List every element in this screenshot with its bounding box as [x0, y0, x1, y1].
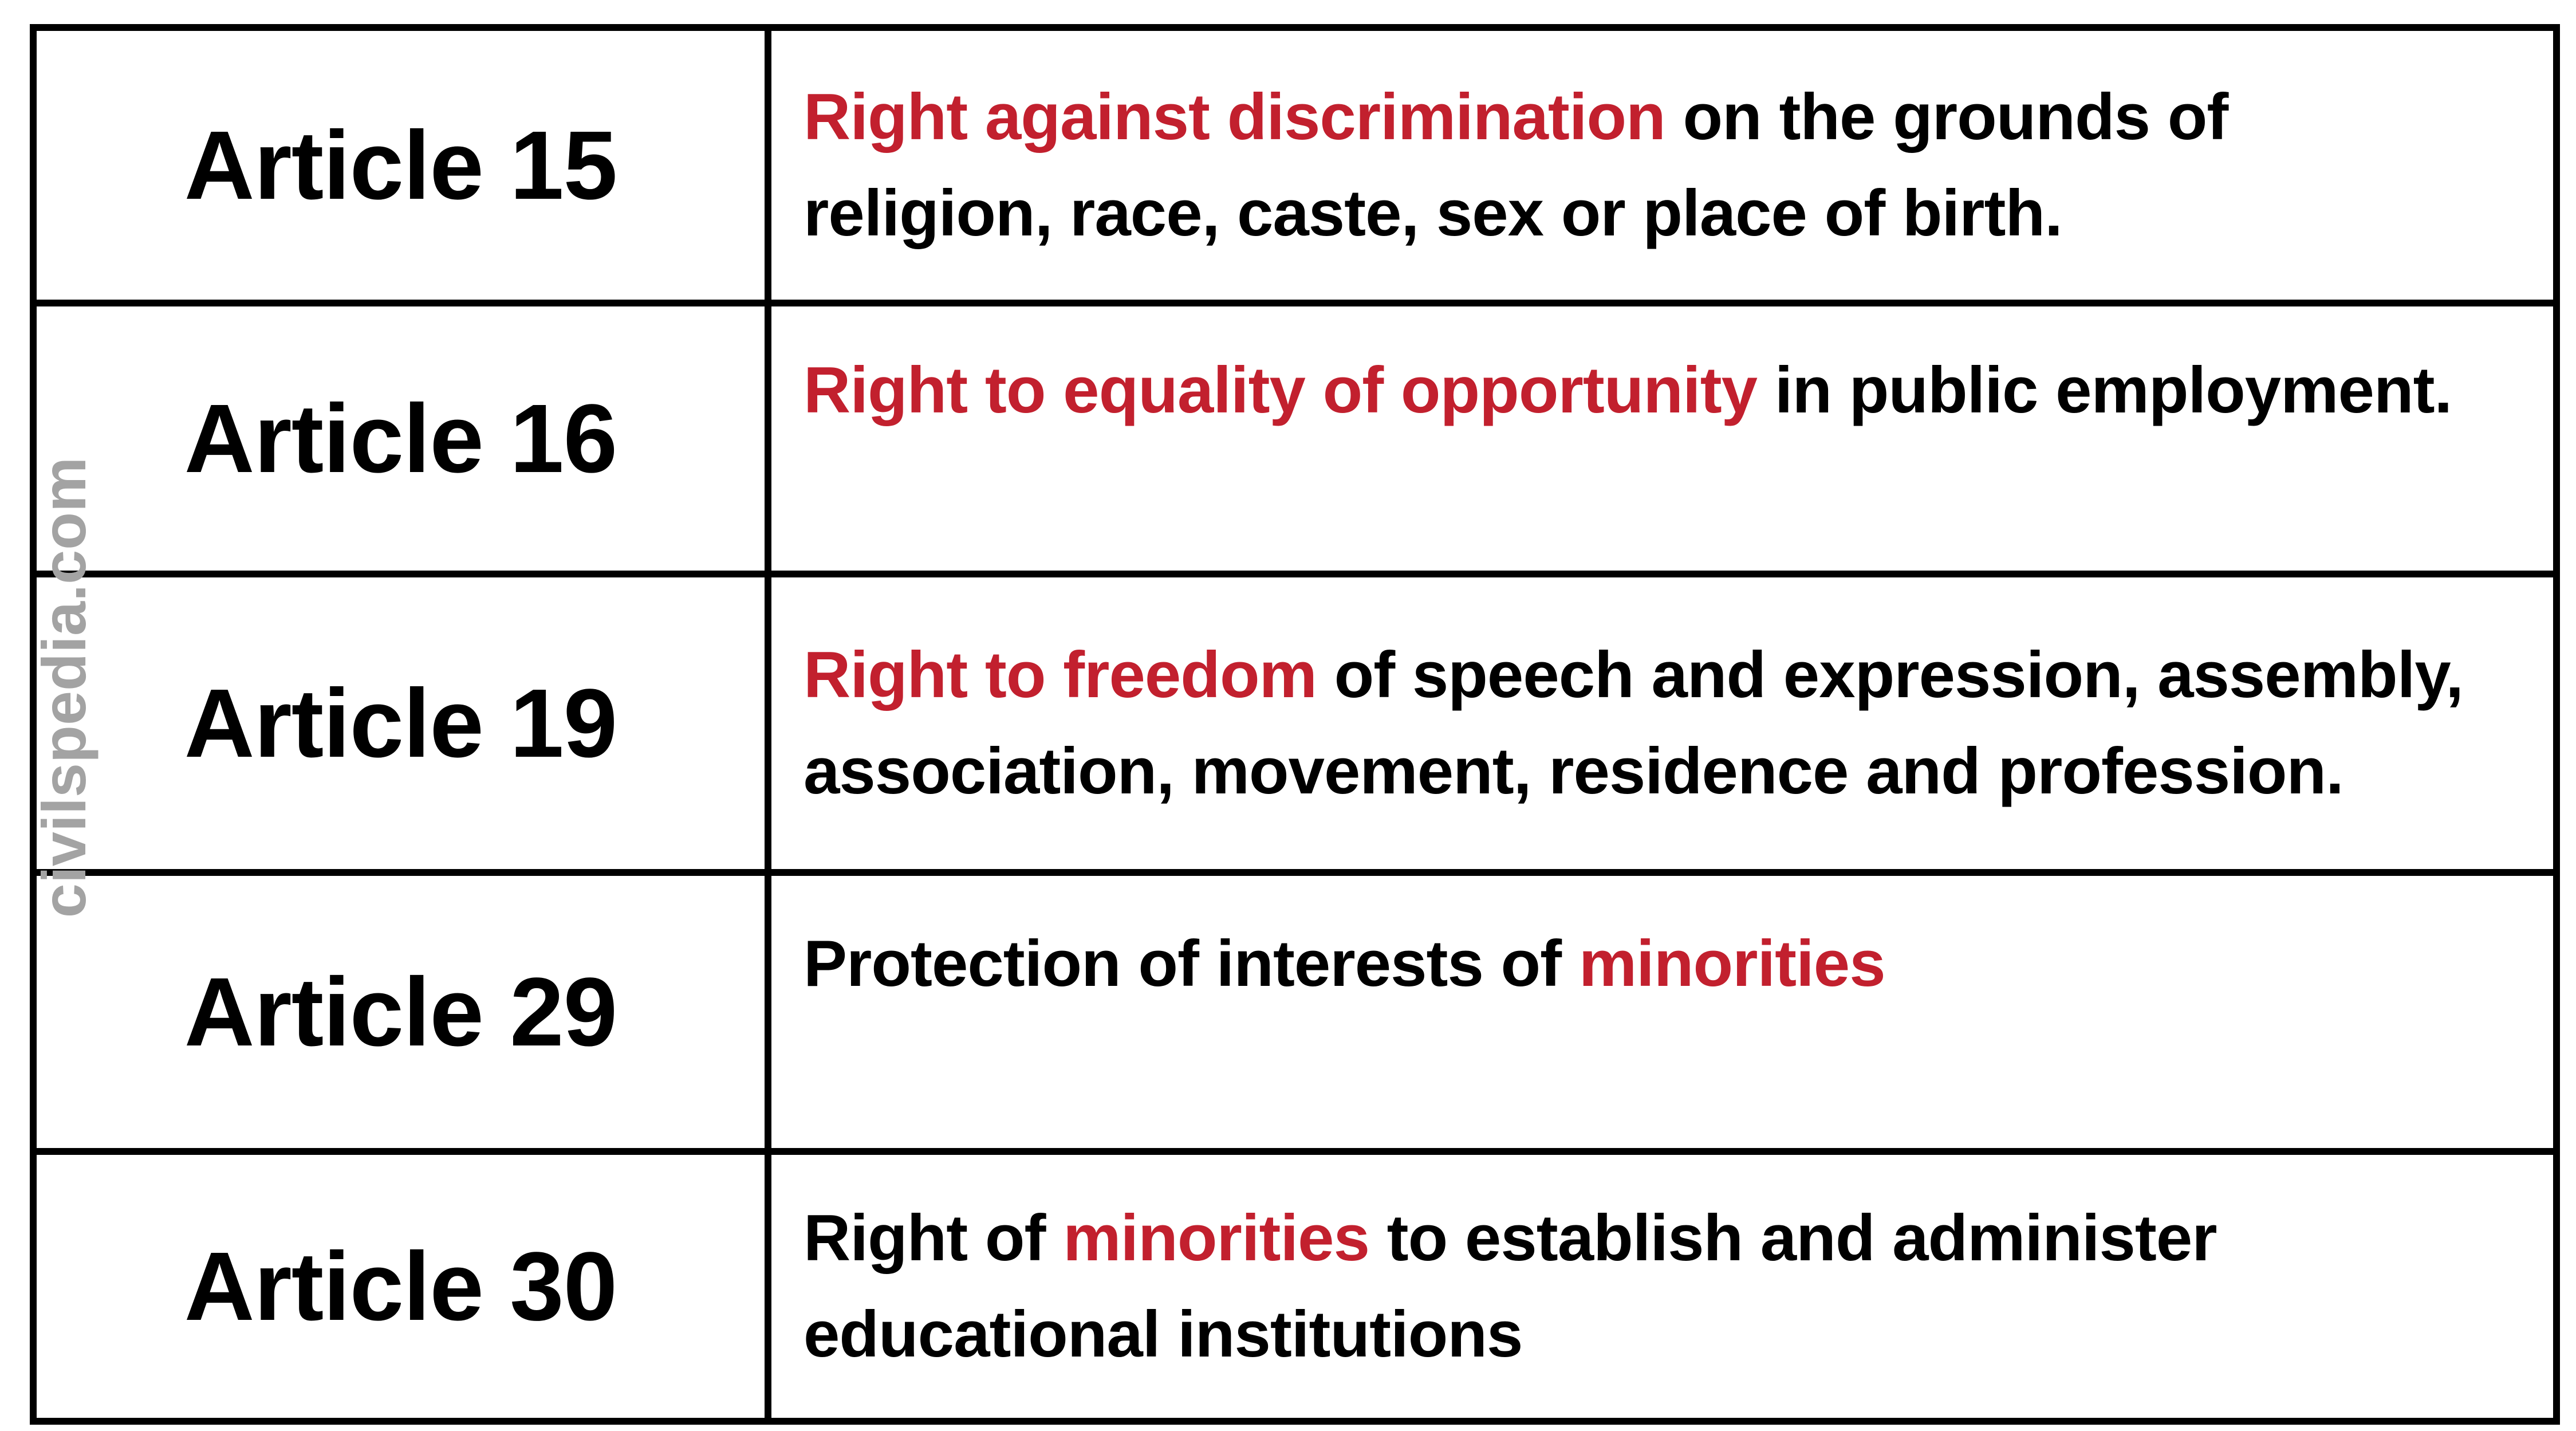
desc-segment-highlight: minorities	[1063, 1201, 1370, 1275]
table-row: Article 16 Right to equality of opportun…	[37, 306, 2553, 577]
description-line: religion, race, caste, sex or place of b…	[803, 166, 2228, 262]
desc-segment-highlight: minorities	[1578, 927, 1886, 1000]
article-cell: Article 15	[37, 31, 771, 300]
article-label: Article 30	[184, 1232, 617, 1341]
table-row: Article 29 Protection of interests of mi…	[37, 876, 2553, 1155]
description-cell: Right of minorities to establish and adm…	[771, 1155, 2553, 1418]
desc-segment: Protection of interests of	[803, 927, 1579, 1000]
desc-segment: Right of	[803, 1201, 1064, 1275]
description-text: Right to freedom of speech and expressio…	[803, 627, 2464, 820]
description-cell: Protection of interests of minorities	[771, 876, 2553, 1148]
desc-segment: to establish and administer	[1369, 1201, 2217, 1275]
description-line: Right of minorities to establish and adm…	[803, 1190, 2217, 1287]
desc-segment: on the grounds of	[1665, 80, 2229, 154]
desc-segment: association, movement, residence and pro…	[803, 734, 2344, 808]
description-cell: Right against discrimination on the grou…	[771, 31, 2553, 300]
article-cell: Article 30	[37, 1155, 771, 1418]
description-text: Right against discrimination on the grou…	[803, 69, 2228, 262]
article-cell: Article 16	[37, 306, 771, 571]
desc-segment: educational institutions	[803, 1298, 1523, 1371]
desc-segment: religion, race, caste, sex or place of b…	[803, 176, 2063, 250]
articles-table: Article 15 Right against discrimination …	[30, 24, 2560, 1425]
description-cell: Right to freedom of speech and expressio…	[771, 577, 2553, 869]
article-cell: Article 29	[37, 876, 771, 1148]
description-line: Protection of interests of minorities	[803, 916, 1886, 1012]
article-label: Article 19	[184, 669, 617, 778]
desc-segment-highlight: Right to freedom	[803, 638, 1317, 711]
article-label: Article 15	[184, 111, 617, 220]
description-cell: Right to equality of opportunity in publ…	[771, 306, 2553, 571]
desc-segment: of speech and expression, assembly,	[1316, 638, 2464, 711]
description-text: Protection of interests of minorities	[803, 916, 1886, 1108]
table-row: Article 19 Right to freedom of speech an…	[37, 577, 2553, 876]
description-text: Right to equality of opportunity in publ…	[803, 343, 2452, 535]
article-label: Article 29	[184, 957, 617, 1067]
article-label: Article 16	[184, 384, 617, 493]
table-row: Article 30 Right of minorities to establ…	[37, 1155, 2553, 1418]
description-line: association, movement, residence and pro…	[803, 724, 2463, 820]
desc-segment: in public employment.	[1757, 353, 2452, 427]
desc-segment-highlight: Right against discrimination	[803, 80, 1666, 154]
description-line: educational institutions	[803, 1287, 2217, 1383]
description-text: Right of minorities to establish and adm…	[803, 1190, 2217, 1383]
description-line: Right against discrimination on the grou…	[803, 69, 2228, 166]
desc-segment-highlight: Right to equality of opportunity	[803, 353, 1758, 427]
article-cell: Article 19	[37, 577, 771, 869]
description-line: Right to equality of opportunity in publ…	[803, 343, 2452, 439]
table-row: Article 15 Right against discrimination …	[37, 31, 2553, 306]
description-line: Right to freedom of speech and expressio…	[803, 627, 2464, 724]
